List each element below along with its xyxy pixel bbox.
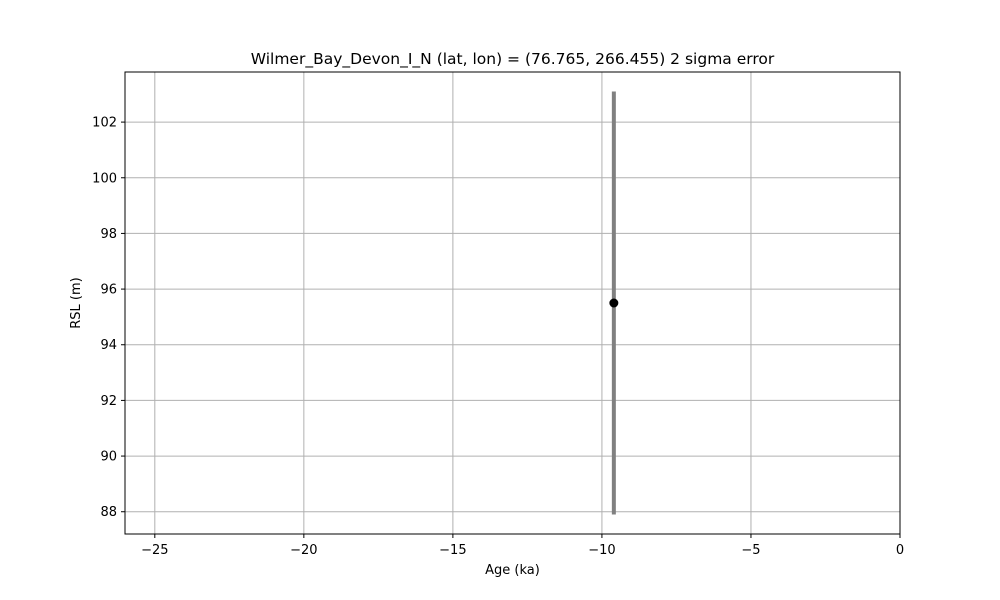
x-tick-label: −20 — [290, 543, 317, 558]
y-tick-label: 92 — [100, 394, 117, 409]
y-tick-label: 90 — [100, 450, 117, 465]
x-tick-label: −15 — [439, 543, 466, 558]
y-axis-label: RSL (m) — [69, 277, 84, 328]
tick-layer: −25 −20 −15 −10 −5 0 88 90 92 94 96 98 100 102 — [92, 116, 904, 558]
y-tick-label: 88 — [100, 505, 117, 520]
x-tick-label: −5 — [741, 543, 760, 558]
y-tick-label: 94 — [100, 338, 117, 353]
y-tick-label: 100 — [92, 171, 117, 186]
x-axis-label: Age (ka) — [485, 563, 540, 578]
chart-title: Wilmer_Bay_Devon_I_N (lat, lon) = (76.76… — [251, 50, 775, 69]
x-tick-label: −25 — [141, 543, 168, 558]
y-tick-label: 98 — [100, 227, 117, 242]
data-point — [609, 298, 619, 308]
data-layer — [609, 91, 619, 515]
y-tick-label: 102 — [92, 116, 117, 131]
plot-area-frame — [124, 71, 901, 535]
y-tick-label: 96 — [100, 283, 117, 298]
x-tick-label: −10 — [588, 543, 615, 558]
x-tick-label: 0 — [896, 543, 904, 558]
